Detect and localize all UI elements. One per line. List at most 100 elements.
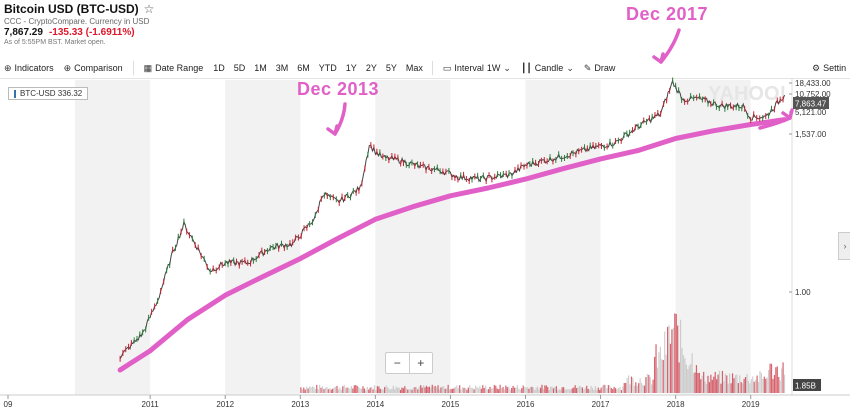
volume-bar <box>515 387 517 393</box>
interval-dropdown[interactable]: ▭ Interval 1W ⌄ <box>443 63 511 74</box>
interval-value: 1W <box>486 63 501 73</box>
draw-button[interactable]: ✎ Draw <box>584 63 616 74</box>
volume-bar <box>310 387 312 393</box>
volume-bar <box>662 360 664 393</box>
range-button-1m[interactable]: 1M <box>254 63 267 73</box>
volume-bar <box>756 375 758 393</box>
volume-bar <box>590 385 592 393</box>
volume-bar <box>486 389 488 393</box>
watermark: YAHOO! <box>708 83 786 105</box>
volume-bar <box>435 387 438 393</box>
volume-bar <box>372 389 374 393</box>
volume-bar <box>425 385 428 393</box>
volume-bar <box>508 386 510 393</box>
volume-bar <box>448 389 451 393</box>
zoom-in-button[interactable]: + <box>408 353 433 373</box>
volume-bar <box>744 377 747 393</box>
date-range-button[interactable]: ▦ Date Range <box>144 63 204 74</box>
volume-bar <box>578 385 581 393</box>
volume-bar <box>490 388 493 393</box>
star-icon[interactable]: ☆ <box>143 2 155 16</box>
volume-bar <box>545 385 547 393</box>
range-button-6m[interactable]: 6M <box>297 63 310 73</box>
volume-bar <box>594 386 596 393</box>
volume-bar <box>746 374 748 393</box>
volume-bar <box>457 388 459 393</box>
volume-bar <box>511 387 513 393</box>
range-button-5d[interactable]: 5D <box>233 63 246 73</box>
settings-button[interactable]: ⚙ Settin <box>812 63 846 74</box>
volume-bar <box>336 385 338 393</box>
volume-bar <box>669 343 672 393</box>
range-button-ytd[interactable]: YTD <box>318 63 337 73</box>
volume-bar <box>757 381 760 393</box>
x-tick-label: 09 <box>4 400 13 409</box>
candle-icon: ┃┃ <box>520 62 532 73</box>
comparison-button[interactable]: ⊕ Comparison <box>64 63 123 74</box>
range-button-1d[interactable]: 1D <box>213 63 225 73</box>
volume-bar <box>340 389 342 393</box>
volume-bar <box>438 389 441 393</box>
volume-bar <box>430 387 432 393</box>
volume-bar <box>656 367 659 393</box>
watermark-text: YAHOO! <box>708 83 786 105</box>
volume-bar <box>677 325 679 393</box>
volume-bar <box>640 382 643 393</box>
volume-bar <box>479 386 481 393</box>
range-button-max[interactable]: Max <box>405 63 423 73</box>
volume-bar <box>747 380 750 393</box>
side-panel-toggle[interactable]: › <box>838 232 850 260</box>
volume-bar <box>599 389 601 393</box>
chart-type-dropdown[interactable]: ┃┃ Candle ⌄ <box>521 63 574 74</box>
volume-bar <box>316 384 318 393</box>
volume-bar <box>638 383 640 393</box>
volume-bar <box>369 387 371 393</box>
volume-bar <box>474 385 477 393</box>
range-button-2y[interactable]: 2Y <box>365 63 377 73</box>
volume-bar <box>602 385 604 393</box>
volume-bar <box>476 387 478 393</box>
volume-bar <box>643 385 646 393</box>
indicators-label: Indicators <box>14 63 54 73</box>
volume-bar <box>573 387 575 393</box>
volume-bar <box>742 383 744 393</box>
volume-bar <box>671 329 673 393</box>
range-buttons: 1D 5D 1M 3M 6M YTD 1Y 2Y 5Y Max <box>213 63 432 73</box>
volume-bar <box>666 326 669 393</box>
volume-bar <box>713 376 715 393</box>
volume-bar <box>304 389 306 393</box>
volume-bar <box>645 377 647 393</box>
volume-bar <box>571 388 573 393</box>
volume-bar <box>529 386 532 393</box>
volume-bar <box>417 389 419 393</box>
volume-bar <box>729 373 731 393</box>
zoom-out-button[interactable]: − <box>393 356 401 370</box>
volume-bar <box>470 387 472 393</box>
indicators-button[interactable]: ⊕ Indicators <box>4 63 54 74</box>
volume-bar <box>453 388 455 393</box>
volume-bar <box>327 389 329 393</box>
volume-bar <box>386 387 389 393</box>
range-button-3m[interactable]: 3M <box>275 63 289 73</box>
volume-bar <box>421 387 423 393</box>
range-button-1y[interactable]: 1Y <box>345 63 357 73</box>
volume-bar <box>551 386 553 393</box>
trend-line-path <box>117 117 787 373</box>
range-button-5y[interactable]: 5Y <box>385 63 397 73</box>
volume-bar <box>463 387 465 393</box>
volume-bar <box>716 379 718 393</box>
volume-bar <box>718 370 721 393</box>
volume-bar <box>755 379 757 393</box>
volume-bar <box>558 389 560 393</box>
volume-bar <box>422 385 425 393</box>
interval-label: Interval <box>454 63 484 73</box>
volume-bar <box>581 387 584 393</box>
volume-bar <box>360 388 363 393</box>
volume-bar <box>736 374 738 393</box>
volume-bar <box>749 383 751 393</box>
volume-bar <box>447 384 449 393</box>
x-axis: 09 2011 2012 2013 2014 2015 2016 2017 2018 2019 <box>0 394 850 409</box>
volume-bar <box>710 374 712 393</box>
volume-bar <box>775 367 777 393</box>
